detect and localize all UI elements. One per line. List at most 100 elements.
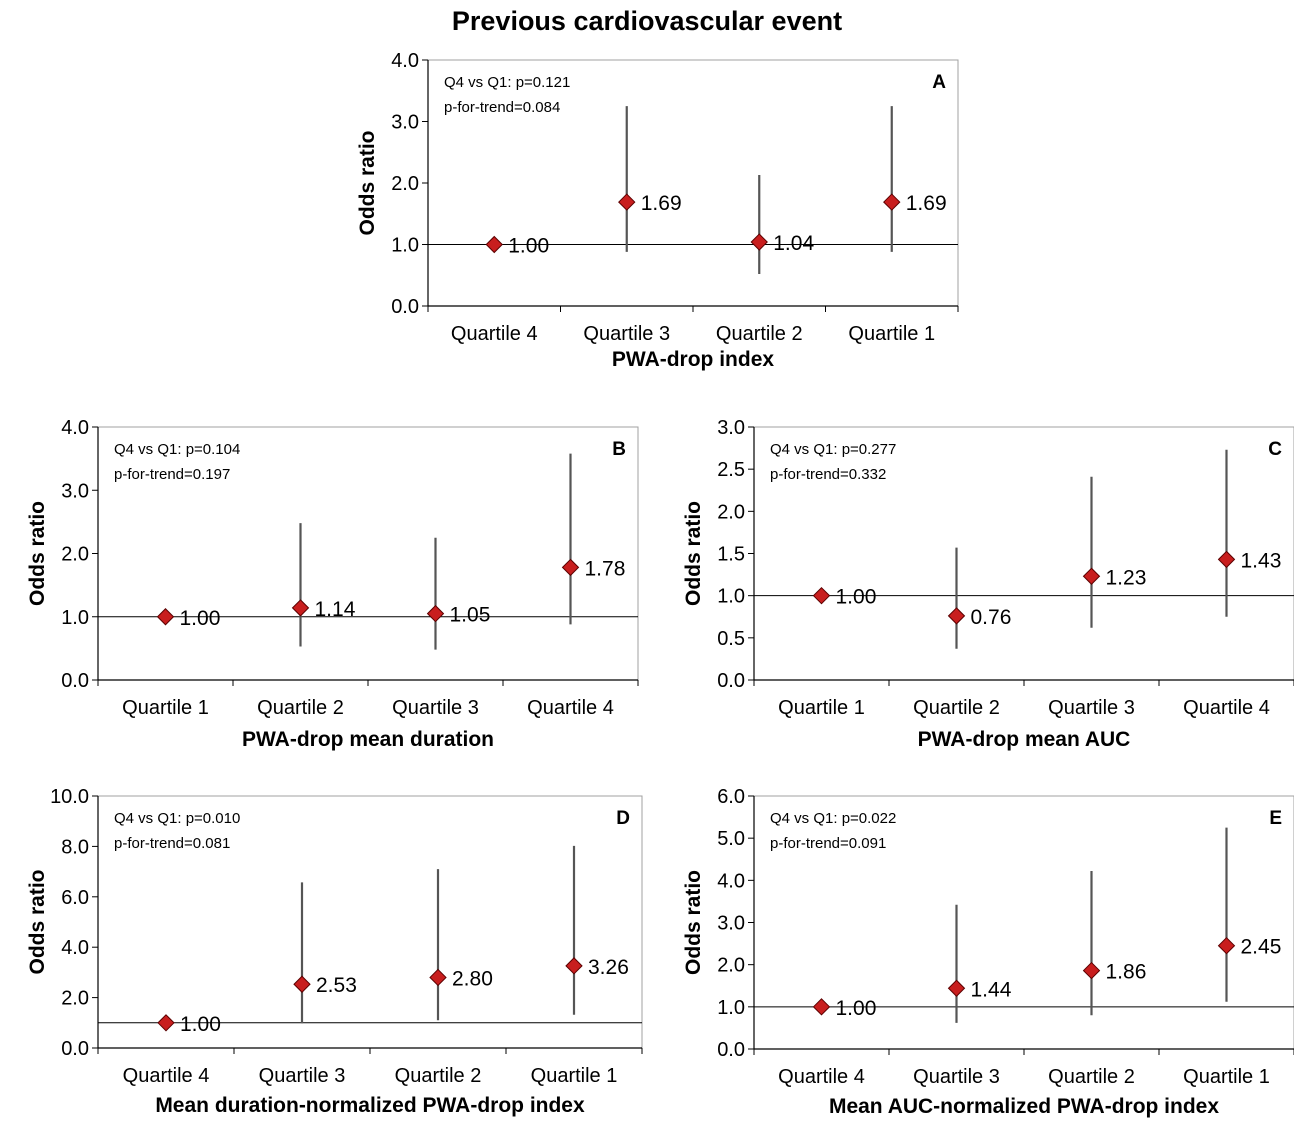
stats-annotation: Q4 vs Q1: p=0.104 bbox=[114, 441, 240, 458]
y-tick-label: 4.0 bbox=[717, 870, 745, 892]
y-tick-label: 0.0 bbox=[717, 670, 745, 692]
x-axis-title: PWA-drop mean duration bbox=[242, 728, 494, 751]
data-point bbox=[812, 998, 831, 1016]
x-tick-label: Quartile 2 bbox=[716, 323, 803, 345]
data-point bbox=[812, 586, 831, 605]
stats-annotation: p-for-trend=0.091 bbox=[770, 835, 886, 852]
y-tick-label: 2.0 bbox=[61, 544, 89, 566]
data-point bbox=[157, 1014, 175, 1032]
data-label: 1.00 bbox=[836, 997, 877, 1020]
x-axis-title: PWA-drop mean AUC bbox=[918, 728, 1131, 751]
x-tick-label: Quartile 2 bbox=[1048, 1066, 1135, 1088]
x-tick-label: Quartile 2 bbox=[913, 697, 1000, 719]
y-tick-label: 1.0 bbox=[61, 607, 89, 629]
panel-letter: D bbox=[616, 808, 630, 829]
x-tick-label: Quartile 4 bbox=[123, 1065, 210, 1087]
data-point bbox=[561, 558, 580, 577]
y-tick-label: 0.0 bbox=[61, 1038, 89, 1060]
y-tick-label: 8.0 bbox=[61, 836, 89, 858]
panel-letter: E bbox=[1269, 808, 1282, 829]
chart-panel-a: 0.0 1.0 2.0 3.0 4.0 Quartile 4 Quartile 3 Quart… bbox=[356, 50, 959, 371]
data-label: 1.44 bbox=[971, 978, 1012, 1001]
data-label: 1.00 bbox=[836, 586, 877, 609]
panel-letter: A bbox=[932, 72, 946, 93]
x-axis-title: Mean duration-normalized PWA-drop index bbox=[155, 1094, 585, 1117]
y-axis-title: Odds ratio bbox=[682, 501, 705, 606]
plot-frame bbox=[97, 426, 639, 681]
chart-panel-c: 0.0 0.5 1.0 1.5 2.0 2.5 3.0 Quartile 1 Quartile … bbox=[682, 417, 1294, 751]
data-point bbox=[1217, 936, 1236, 955]
plot-frame bbox=[753, 426, 1294, 681]
data-label: 1.86 bbox=[1106, 961, 1147, 984]
y-tick-label: 2.0 bbox=[61, 988, 89, 1010]
y-tick-label: 1.5 bbox=[717, 544, 745, 566]
x-axis-title: Mean AUC-normalized PWA-drop index bbox=[829, 1095, 1219, 1118]
data-point bbox=[293, 975, 311, 993]
data-label: 1.69 bbox=[906, 192, 947, 215]
x-tick-label: Quartile 2 bbox=[257, 697, 344, 719]
x-tick-label: Quartile 1 bbox=[122, 697, 209, 719]
y-tick-label: 3.0 bbox=[391, 112, 419, 134]
stats-annotation: Q4 vs Q1: p=0.121 bbox=[444, 74, 570, 91]
data-point bbox=[618, 193, 636, 211]
data-point bbox=[156, 608, 175, 626]
figure-title: Previous cardiovascular event bbox=[451, 6, 843, 36]
data-label: 2.80 bbox=[452, 967, 493, 990]
y-tick-label: 5.0 bbox=[717, 828, 745, 850]
data-label: 0.76 bbox=[971, 606, 1012, 629]
y-tick-label: 2.0 bbox=[717, 955, 745, 977]
data-point bbox=[426, 604, 445, 623]
x-tick-label: Quartile 4 bbox=[527, 697, 614, 719]
data-point bbox=[429, 968, 447, 987]
data-label: 2.53 bbox=[316, 974, 357, 997]
y-tick-label: 2.0 bbox=[717, 501, 745, 523]
stats-annotation: Q4 vs Q1: p=0.022 bbox=[770, 810, 896, 827]
y-tick-label: 2.5 bbox=[717, 459, 745, 481]
stats-annotation: Q4 vs Q1: p=0.277 bbox=[770, 441, 896, 458]
x-tick-label: Quartile 3 bbox=[259, 1065, 346, 1087]
y-tick-label: 1.0 bbox=[391, 235, 419, 257]
data-label: 1.00 bbox=[180, 607, 221, 630]
panel-letter: C bbox=[1268, 439, 1282, 460]
x-tick-label: Quartile 1 bbox=[848, 323, 935, 345]
data-point bbox=[291, 599, 310, 617]
stats-annotation: p-for-trend=0.084 bbox=[444, 99, 560, 116]
y-tick-label: 0.0 bbox=[391, 296, 419, 318]
x-tick-label: Quartile 4 bbox=[451, 323, 538, 345]
y-tick-label: 1.0 bbox=[717, 997, 745, 1019]
x-tick-label: Quartile 4 bbox=[778, 1066, 865, 1088]
y-tick-label: 6.0 bbox=[717, 786, 745, 808]
x-tick-label: Quartile 3 bbox=[392, 697, 479, 719]
data-point bbox=[565, 957, 583, 975]
y-tick-label: 4.0 bbox=[61, 417, 89, 439]
panel-letter: B bbox=[612, 439, 626, 460]
data-label: 2.45 bbox=[1241, 936, 1282, 959]
x-tick-label: Quartile 3 bbox=[1048, 697, 1135, 719]
plot-frame bbox=[427, 59, 959, 307]
data-point bbox=[750, 233, 768, 251]
data-label: 1.04 bbox=[773, 232, 814, 255]
data-label: 1.00 bbox=[180, 1013, 221, 1036]
x-tick-label: Quartile 2 bbox=[395, 1065, 482, 1087]
y-axis-title: Odds ratio bbox=[356, 130, 379, 235]
plot-frame bbox=[97, 795, 643, 1049]
data-point bbox=[883, 193, 901, 211]
y-tick-label: 4.0 bbox=[391, 50, 419, 72]
data-label: 1.23 bbox=[1106, 566, 1147, 589]
chart-panel-d: 0.0 2.0 4.0 6.0 8.0 10.0 Quartile 4 Quartile 3 Q… bbox=[26, 786, 643, 1117]
y-tick-label: 3.0 bbox=[717, 913, 745, 935]
y-tick-label: 0.0 bbox=[717, 1039, 745, 1061]
x-tick-label: Quartile 1 bbox=[1183, 1066, 1270, 1088]
y-tick-label: 6.0 bbox=[61, 887, 89, 909]
x-tick-label: Quartile 4 bbox=[1183, 697, 1270, 719]
data-point bbox=[947, 607, 966, 625]
data-label: 3.26 bbox=[588, 956, 629, 979]
y-tick-label: 4.0 bbox=[61, 937, 89, 959]
stats-annotation: Q4 vs Q1: p=0.010 bbox=[114, 810, 240, 827]
y-tick-label: 3.0 bbox=[717, 417, 745, 439]
data-point bbox=[947, 979, 966, 997]
y-tick-label: 0.0 bbox=[61, 670, 89, 692]
data-label: 1.00 bbox=[508, 235, 549, 258]
data-label: 1.78 bbox=[585, 557, 626, 580]
stats-annotation: p-for-trend=0.197 bbox=[114, 466, 230, 483]
